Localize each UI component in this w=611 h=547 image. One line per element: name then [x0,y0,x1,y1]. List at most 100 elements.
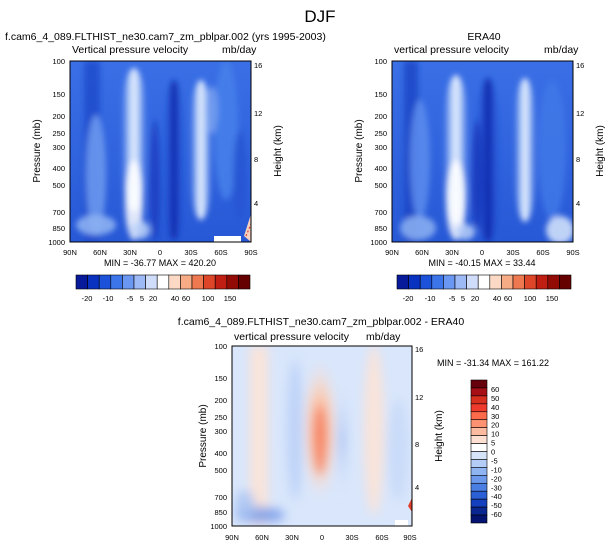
panel-diff-variable: vertical pressure velocity [234,331,350,343]
y2-tick-label: 16 [576,61,584,70]
x-tick-label: 60S [536,248,549,257]
y-tick-label: 850 [374,224,387,233]
y-tick-label: 400 [52,164,65,173]
y2-tick-label: 8 [415,440,419,449]
panel-obs-y-ticks: 100 150 200 250 300 400 500 700 850 1000 [370,57,387,247]
colorbar-label: 10 [491,430,499,439]
y-tick-label: 1000 [48,238,65,247]
colorbar-label: 150 [546,294,559,303]
colorbar-swatch [454,274,467,290]
colorbar-obs: -20 -10 -5 5 20 40 60 100 150 [396,274,572,303]
colorbar-diff-swatches [470,379,488,524]
y-tick-label: 200 [214,396,227,405]
y-tick-label: 150 [214,374,227,383]
y-tick-label: 200 [52,112,65,121]
panel-model-y2-axis-title: Height (km) [273,125,284,177]
panel-diff-y2-ticks: 16 12 8 4 [415,345,423,492]
colorbar-swatch [133,274,146,290]
y-tick-label: 150 [374,90,387,99]
colorbar-swatch [470,411,488,421]
colorbar-swatch [470,419,488,428]
x-tick-label: 90N [63,248,77,257]
colorbar-label: -10 [425,294,436,303]
panel-obs-y-axis-title: Pressure (mb) [354,119,365,182]
x-tick-label: 90S [566,248,579,257]
panel-obs: ERA40 vertical pressure velocity mb/day [354,31,606,268]
y-tick-label: 500 [52,181,65,190]
colorbar-swatch [87,274,100,290]
y2-tick-label: 8 [254,155,258,164]
colorbar-swatch [145,274,158,290]
y-tick-label: 300 [374,143,387,152]
x-tick-label: 0 [158,248,162,257]
x-tick-label: 30N [123,248,137,257]
colorbar-swatch [168,274,181,290]
colorbar-swatch [238,274,251,290]
colorbar-swatch [214,274,228,290]
page-title: DJF [304,7,335,26]
panel-diff-title: f.cam6_4_089.FLTHIST_ne30.cam7_zm_pblpar… [178,316,465,328]
panel-diff-x-ticks: 90N 60N 30N 0 30S 60S 90S [225,533,417,542]
panel-model-units: mb/day [222,44,257,56]
y-tick-label: 100 [52,57,65,66]
panel-obs-y2-ticks: 16 12 8 4 [576,61,584,208]
colorbar-label: 60 [491,385,499,394]
y2-tick-label: 4 [576,199,580,208]
colorbar-label: 20 [471,294,479,303]
y2-tick-label: 4 [415,483,419,492]
colorbar-label: -5 [449,294,456,303]
colorbar-swatch [180,274,193,290]
panel-model-x-ticks: 90N 60N 30N 0 30S 60S 90S [63,248,258,257]
colorbar-swatch [559,274,572,290]
panel-model-y-ticks: 100 150 200 250 300 400 500 700 850 1000 [48,57,65,247]
panel-diff-field [231,345,413,527]
colorbar-swatch [512,274,525,290]
y-tick-label: 700 [374,208,387,217]
panel-obs-y2-axis-title: Height (km) [595,125,606,177]
colorbar-label: -5 [127,294,134,303]
panel-obs-variable: vertical pressure velocity [394,44,510,56]
colorbar-swatch [75,274,88,290]
colorbar-label: -20 [403,294,414,303]
panel-obs-x-ticks: 90N 60N 30N 0 30S 60S 90S [385,248,580,257]
colorbar-label: 60 [182,294,190,303]
colorbar-swatch [470,435,488,444]
colorbar-label: 20 [491,421,499,430]
panel-diff-y-ticks: 100 150 200 250 300 400 500 700 850 1000 [210,342,227,531]
colorbar-swatch [489,274,502,290]
colorbar-swatch [431,274,444,290]
colorbar-swatch [470,395,488,405]
colorbar-label: 0 [491,448,495,457]
y2-tick-label: 8 [576,155,580,164]
colorbar-label: 5 [491,439,495,448]
panel-model: f.cam6_4_089.FLTHIST_ne30.cam7_zm_pblpar… [5,31,326,268]
x-tick-label: 60S [214,248,227,257]
panel-diff-units: mb/day [366,331,401,343]
colorbar-swatch [470,506,488,516]
colorbar-swatch [470,498,488,508]
x-tick-label: 90S [244,248,257,257]
colorbar-label: 20 [149,294,157,303]
colorbar-swatch [470,490,488,500]
colorbar-obs-labels: -20 -10 -5 5 20 40 60 100 150 [403,294,559,303]
colorbar-label: -10 [491,465,502,474]
panel-model-title: f.cam6_4_089.FLTHIST_ne30.cam7_zm_pblpar… [5,31,326,43]
x-tick-label: 30S [506,248,519,257]
colorbar-swatch [470,459,488,468]
x-tick-label: 60N [93,248,107,257]
y2-tick-label: 12 [254,109,262,118]
y-tick-label: 400 [374,164,387,173]
colorbar-swatch [408,274,421,290]
y2-tick-label: 12 [415,393,423,402]
colorbar-swatch [470,443,488,452]
colorbar-label: 150 [224,294,237,303]
colorbar-swatch [477,274,491,290]
colorbar-swatch [470,514,488,524]
colorbar-swatch [470,403,488,413]
colorbar-swatch [191,274,204,290]
x-tick-label: 30S [345,533,358,542]
colorbar-label: 60 [504,294,512,303]
colorbar-swatch [535,274,549,290]
